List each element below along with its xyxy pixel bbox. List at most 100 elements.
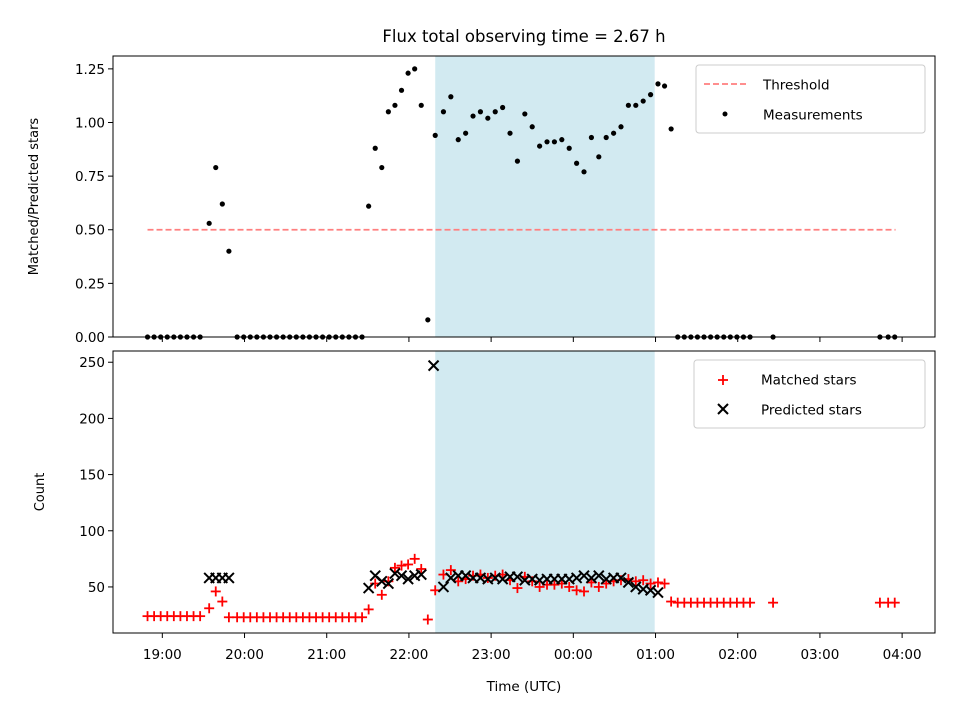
predicted-star-point xyxy=(459,569,472,582)
predicted-star-point xyxy=(511,571,524,583)
measurement-point xyxy=(448,94,454,100)
predicted-star-point xyxy=(570,572,583,584)
matched-star-point xyxy=(363,604,374,615)
observing-interval-shade xyxy=(435,351,655,633)
measurement-point xyxy=(366,203,372,209)
measurement-point xyxy=(668,126,674,132)
matched-star-point xyxy=(571,585,582,596)
measurement-point xyxy=(544,139,550,145)
matched-star-point xyxy=(638,575,649,586)
predicted-star-point xyxy=(585,572,598,584)
legend-matched-label: Matched stars xyxy=(761,373,857,389)
predicted-star-point xyxy=(496,573,509,585)
matched-star-point xyxy=(210,586,221,597)
matched-star-point xyxy=(534,581,545,592)
measurement-point xyxy=(425,317,431,323)
measurement-point xyxy=(463,130,469,136)
measurement-point xyxy=(470,113,476,119)
x-tick-label: 02:00 xyxy=(718,647,757,663)
predicted-star-point xyxy=(622,576,635,589)
x-tick-label: 23:00 xyxy=(472,647,511,663)
measurement-point xyxy=(625,102,631,108)
x-tick-label: 19:00 xyxy=(143,647,182,663)
measurement-point xyxy=(537,143,543,149)
ratio-plot-frame xyxy=(112,55,936,338)
observing-interval-shade xyxy=(435,56,655,337)
matched-star-point xyxy=(422,614,433,625)
measurement-point xyxy=(492,109,498,115)
y-tick-label: 1.25 xyxy=(75,62,105,78)
y-tick-label: 150 xyxy=(79,468,105,484)
matched-star-point xyxy=(357,612,368,623)
x-tick-label: 04:00 xyxy=(883,647,922,663)
measurement-point xyxy=(603,134,609,141)
matched-star-point xyxy=(396,560,407,571)
count-y-axis-label: Count xyxy=(33,473,48,512)
y-tick-label: 50 xyxy=(88,580,105,596)
matched-star-point xyxy=(659,578,670,589)
matched-star-point xyxy=(645,578,656,589)
matched-star-point xyxy=(652,577,663,588)
predicted-star-point xyxy=(389,567,401,580)
x-tick-label: 03:00 xyxy=(800,647,839,663)
predicted-star-point xyxy=(615,572,627,584)
matched-star-point xyxy=(768,597,779,608)
predicted-star-point xyxy=(652,586,664,599)
x-tick-label: 22:00 xyxy=(389,647,428,663)
predicted-star-point xyxy=(382,577,395,590)
predicted-star-point xyxy=(593,569,605,582)
x-tick-label: 01:00 xyxy=(636,647,675,663)
predicted-star-point xyxy=(362,582,375,594)
y-tick-label: 0.25 xyxy=(75,276,105,292)
measurement-point xyxy=(661,83,668,89)
measurement-point xyxy=(529,124,535,130)
matched-star-point xyxy=(204,603,215,614)
measurement-point xyxy=(588,134,595,141)
y-tick-label: 1.00 xyxy=(75,115,105,131)
measurement-point xyxy=(213,164,219,171)
y-tick-label: 0.75 xyxy=(75,169,105,185)
predicted-star-point xyxy=(415,568,427,581)
measurement-point xyxy=(385,109,391,115)
legend-threshold-label: Threshold xyxy=(762,78,830,94)
matched-star-point xyxy=(409,553,420,564)
matched-star-point xyxy=(445,565,456,576)
measurement-point xyxy=(574,160,580,166)
measurement-point xyxy=(551,139,558,145)
matched-star-point xyxy=(376,589,387,600)
matched-star-point xyxy=(745,597,756,608)
predicted-star-point xyxy=(644,584,657,597)
predicted-star-point xyxy=(437,581,450,593)
x-tick-label: 20:00 xyxy=(225,647,264,663)
x-axis-label: Time (UTC) xyxy=(486,679,562,695)
measurement-point xyxy=(455,137,461,143)
measurement-point xyxy=(633,102,639,108)
y-tick-label: 200 xyxy=(79,411,105,427)
x-tick-label: 00:00 xyxy=(554,647,593,663)
count-plot-frame xyxy=(112,350,936,634)
count-legend: Matched stars Predicted stars xyxy=(693,359,926,429)
matched-star-point xyxy=(564,581,575,592)
measurement-point xyxy=(514,158,521,164)
predicted-star-point xyxy=(578,569,590,582)
predicted-star-point xyxy=(223,572,235,584)
matched-star-point xyxy=(512,583,523,594)
measurement-point xyxy=(440,109,447,115)
ratio-y-axis-label: Matched/Predicted stars xyxy=(27,118,42,276)
measurement-point xyxy=(432,132,438,138)
predicted-star-point xyxy=(376,575,388,588)
predicted-star-point xyxy=(395,569,408,582)
measurement-point xyxy=(418,102,424,108)
y-tick-label: 100 xyxy=(79,524,105,540)
count-panel: 50 100 150 200 250 19:00 20:00 21:00 22:00 23:00… xyxy=(33,350,936,695)
y-tick-label: 250 xyxy=(79,355,105,371)
measurement-point xyxy=(405,70,411,76)
measurement-point xyxy=(566,145,572,151)
measurement-point xyxy=(206,220,212,226)
ratio-legend: Threshold Measurements xyxy=(695,64,926,134)
matched-star-point xyxy=(403,559,414,570)
measurement-point xyxy=(618,124,624,130)
ratio-panel: 0.00 0.25 0.50 0.75 1.00 1.25 Matched/Predict… xyxy=(27,55,936,346)
predicted-star-point xyxy=(427,359,440,372)
